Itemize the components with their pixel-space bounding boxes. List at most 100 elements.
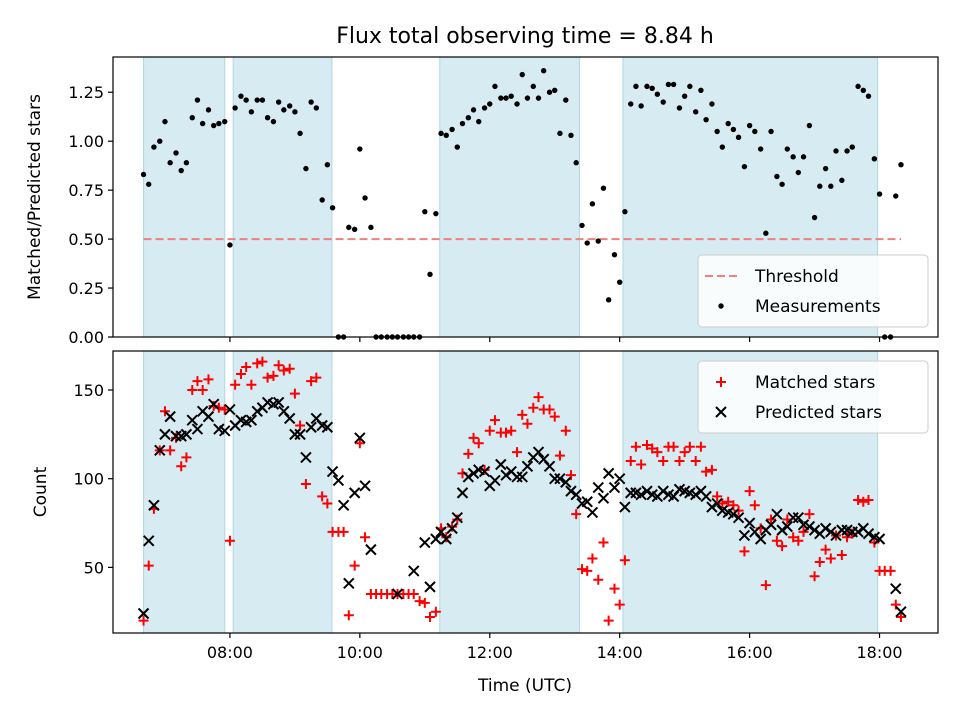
- top-dot-point-131: [849, 144, 855, 150]
- bottom-ytick-label-2: 150: [73, 381, 104, 400]
- bottom-x-point-119: [819, 522, 832, 535]
- bottom-plus-point-33: [317, 491, 328, 502]
- bottom-x-point-53: [462, 471, 475, 483]
- bottom-plus-point-64: [484, 425, 495, 436]
- top-dot-point-139: [893, 193, 899, 199]
- top-dot-point-5: [167, 160, 173, 166]
- bottom-shaded-window-1: [232, 350, 333, 634]
- bottom-x-point-75: [581, 496, 593, 508]
- bottom-plus-point-105: [706, 464, 717, 475]
- top-dot-point-81: [579, 222, 585, 229]
- bottom-x-point-117: [808, 524, 821, 536]
- top-dot-point-100: [681, 93, 688, 99]
- bottom-plus-point-127: [825, 553, 836, 564]
- bottom-plus-point-83: [587, 553, 598, 564]
- bottom-x-point-73: [570, 488, 582, 501]
- bottom-x-point-104: [738, 529, 751, 542]
- bottom-plus-point-92: [636, 459, 647, 470]
- bottom-plus-point-53: [425, 612, 436, 623]
- top-ytick-label-1: 0.25: [68, 279, 104, 298]
- bottom-plus-point-116: [766, 514, 777, 525]
- bottom-x-point-9: [186, 414, 198, 426]
- bottom-x-point-25: [272, 396, 285, 409]
- top-dot-point-68: [508, 93, 514, 99]
- top-legend-frame: [697, 254, 929, 328]
- top-dot-point-101: [687, 83, 693, 90]
- top-dot-point-80: [573, 160, 579, 166]
- top-dot-point-119: [784, 146, 790, 152]
- bottom-xtick-label-4: 16:00: [727, 643, 773, 662]
- bottom-shaded-window-0: [143, 350, 226, 634]
- bottom-x-point-50: [446, 522, 458, 535]
- bottom-plus-point-80: [571, 509, 582, 520]
- top-dot-point-120: [790, 154, 796, 160]
- top-dot-point-23: [264, 114, 271, 121]
- top-dot-point-75: [546, 89, 553, 95]
- bottom-x-point-131: [895, 606, 907, 618]
- top-dot-point-121: [795, 169, 802, 176]
- bottom-x-point-60: [500, 469, 512, 481]
- top-dot-point-89: [622, 208, 628, 215]
- bottom-axes-frame: [112, 350, 939, 634]
- bottom-x-point-99: [711, 497, 723, 510]
- bottom-plus-point-123: [804, 509, 815, 520]
- bottom-x-point-13: [207, 398, 220, 410]
- top-dot-point-31: [308, 99, 314, 105]
- bottom-plus-point-8: [181, 452, 192, 463]
- bottom-plus-point-11: [197, 385, 208, 396]
- bottom-x-point-72: [565, 485, 577, 497]
- bottom-x-point-77: [592, 481, 604, 494]
- bottom-plus-point-52: [419, 597, 430, 608]
- top-dot-point-106: [714, 128, 720, 135]
- bottom-plus-point-21: [252, 358, 263, 369]
- top-dot-point-116: [768, 128, 774, 135]
- x-axis-label: Time (UTC): [477, 676, 572, 696]
- top-dot-point-129: [839, 177, 845, 184]
- top-dot-point-65: [492, 83, 498, 90]
- top-dot-point-98: [670, 81, 677, 88]
- top-ytick-label-2: 0.50: [68, 230, 104, 249]
- bottom-plus-point-23: [262, 372, 273, 383]
- bottom-plus-point-76: [549, 411, 560, 422]
- bottom-ytick-label-1: 100: [73, 470, 104, 489]
- top-dot-point-86: [605, 297, 612, 303]
- bottom-x-point-54: [467, 467, 480, 480]
- bottom-plus-point-138: [885, 565, 896, 576]
- bottom-x-point-29: [294, 428, 306, 441]
- top-dot-point-13: [210, 122, 217, 129]
- top-dot-point-96: [660, 99, 666, 105]
- top-dot-point-3: [157, 138, 163, 144]
- bottom-x-point-51: [451, 512, 463, 524]
- top-dot-point-69: [514, 101, 520, 107]
- top-dot-point-114: [757, 146, 764, 152]
- bottom-plus-point-31: [306, 376, 317, 387]
- bottom-plus-point-134: [863, 494, 874, 505]
- bottom-plus-point-30: [300, 479, 311, 490]
- top-dot-point-134: [865, 93, 872, 99]
- top-dot-point-99: [676, 105, 683, 111]
- bottom-plus-point-132: [853, 494, 864, 505]
- bottom-x-point-35: [326, 465, 339, 478]
- top-dot-point-118: [779, 181, 785, 187]
- bottom-plus-point-102: [690, 455, 701, 466]
- top-dot-point-127: [828, 183, 834, 189]
- top-dot-point-30: [303, 165, 309, 172]
- bottom-x-point-86: [641, 485, 653, 497]
- bottom-plus-point-5: [165, 445, 176, 456]
- bottom-x-point-36: [332, 474, 345, 487]
- top-dot-point-67: [503, 95, 509, 101]
- bottom-x-point-15: [219, 425, 231, 437]
- bottom-x-point-70: [554, 472, 566, 485]
- bottom-x-point-41: [359, 480, 371, 492]
- top-ytick-label-3: 0.75: [68, 181, 104, 200]
- bottom-x-point-44: [408, 565, 420, 577]
- bottom-x-point-2: [148, 499, 160, 512]
- bottom-plus-point-106: [712, 491, 723, 502]
- top-dot-point-32: [313, 105, 320, 111]
- bottom-xtick-label-3: 14:00: [597, 643, 643, 662]
- top-dot-point-66: [498, 95, 504, 101]
- bottom-x-point-0: [137, 607, 150, 620]
- bottom-plus-point-139: [890, 599, 901, 610]
- top-dot-point-132: [855, 83, 861, 90]
